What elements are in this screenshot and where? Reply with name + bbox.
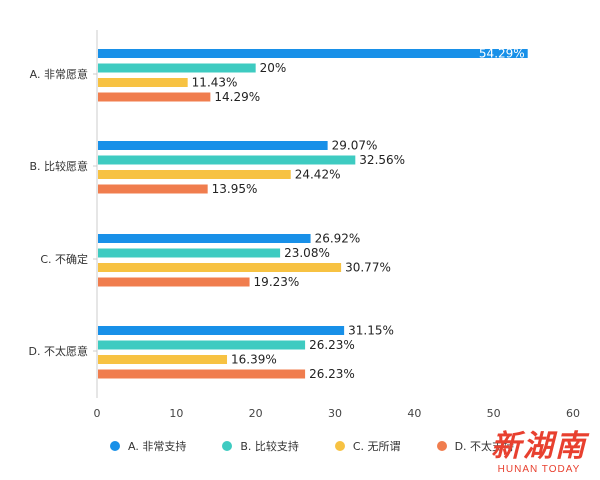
bar [98,49,528,58]
hunan-today-logo: 新湖南 HUNAN TODAY [484,430,594,476]
category-label: B. 比较愿意 [29,159,88,173]
legend-dot-icon [222,441,233,451]
data-label: 29.07% [332,139,378,153]
legend-dot-icon [334,441,345,451]
chart-legend: A. 非常支持 B. 比较支持 C. 无所谓 D. 不太支持 [110,437,550,455]
data-label: 54.29% [479,47,525,61]
legend-label: C. 无所谓 [352,440,401,453]
legend-item: B. 比较支持 [222,438,299,454]
legend-item: A. 非常支持 [110,438,186,454]
data-label: 11.43% [192,76,238,90]
bar [98,234,311,243]
category-label: C. 不确定 [40,252,88,266]
bar [98,78,188,87]
bar [98,141,328,150]
data-label: 30.77% [345,261,391,275]
bar [98,355,228,364]
data-label: 24.42% [295,168,341,182]
bar [98,326,345,335]
data-label: 26.23% [309,338,355,352]
bar [98,92,211,102]
bar [98,248,281,258]
bar [98,155,356,165]
legend-label: B. 比较支持 [240,440,299,453]
logo-english-text: HUNAN TODAY [497,464,581,475]
legend-label: A. 非常支持 [128,440,187,453]
bar [98,277,250,287]
bar [98,63,256,73]
legend-item: C. 无所谓 [334,438,401,454]
bar [98,170,291,179]
x-tick-label: 30 [328,407,342,420]
category-label: D. 不太愿意 [29,344,88,358]
x-tick-label: 50 [487,407,501,420]
x-tick-label: 40 [407,407,421,420]
legend-label: D. 不太支持 [454,440,515,453]
x-tick-label: 20 [249,407,263,420]
bar [98,184,208,194]
bar [98,263,342,272]
logo-chinese-text: 新湖南 [491,429,587,464]
data-label: 14.29% [214,90,260,104]
x-tick-label: 10 [169,407,183,420]
data-label: 23.08% [284,246,330,260]
legend-dot-icon [436,441,447,451]
data-label: 26.23% [309,367,355,381]
data-label: 13.95% [212,182,258,196]
data-label: 32.56% [359,153,405,167]
x-tick-label: 60 [566,407,580,420]
data-label: 26.92% [315,232,361,246]
bar [98,340,306,350]
data-label: 20% [260,61,287,75]
bar [98,369,306,379]
data-label: 16.39% [231,353,277,367]
data-label: 31.15% [348,324,394,338]
category-label: A. 非常愿意 [30,67,88,81]
legend-dot-icon [110,441,120,451]
x-tick-label: 0 [94,407,101,420]
legend-item: D. 不太支持 [436,438,515,454]
data-label: 19.23% [254,275,300,289]
